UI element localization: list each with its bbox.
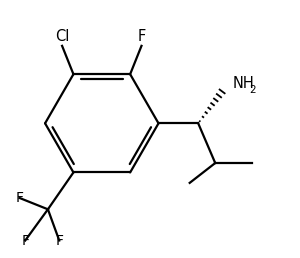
Text: F: F bbox=[137, 29, 146, 44]
Text: Cl: Cl bbox=[55, 29, 69, 44]
Text: F: F bbox=[21, 233, 29, 247]
Text: F: F bbox=[55, 233, 63, 247]
Text: NH: NH bbox=[232, 76, 254, 91]
Text: F: F bbox=[16, 191, 24, 205]
Text: 2: 2 bbox=[250, 85, 256, 95]
